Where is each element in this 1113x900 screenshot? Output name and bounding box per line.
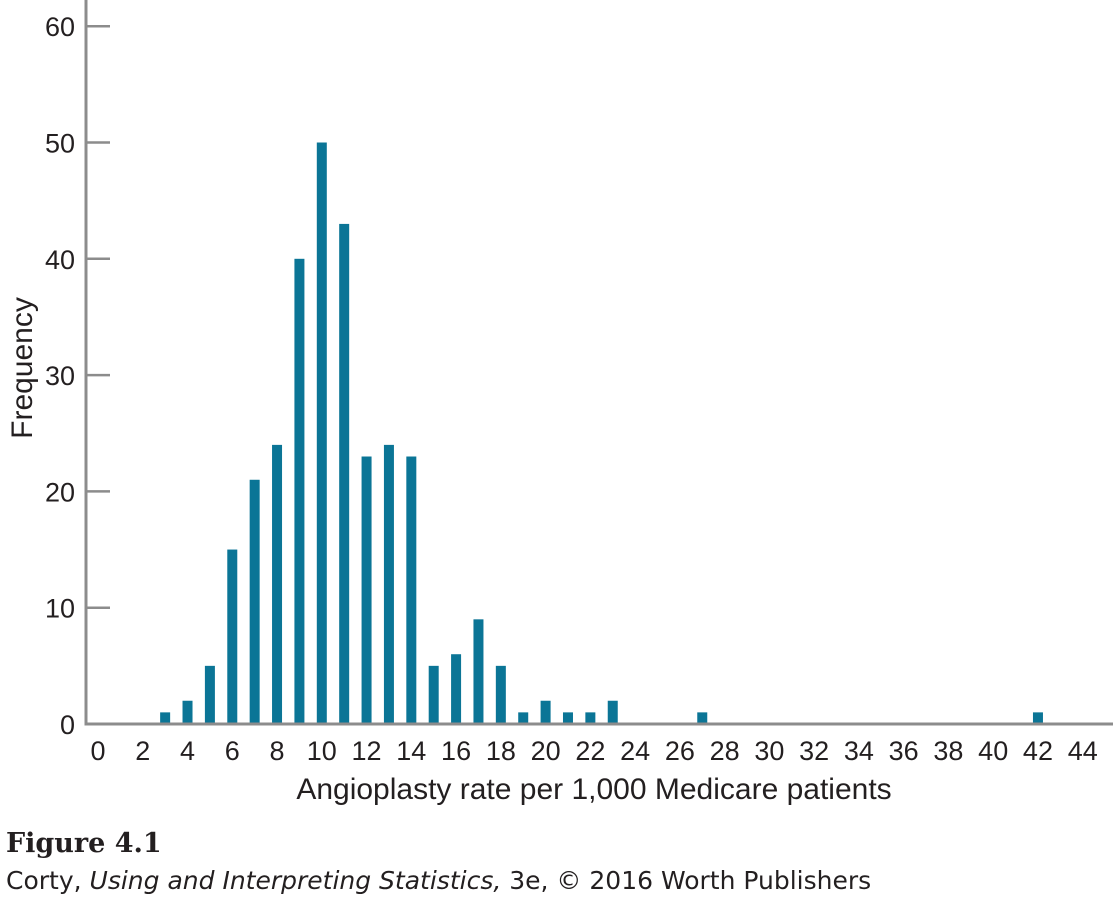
y-axis-ticks: 0 10 20 30 40 50 60 bbox=[45, 12, 110, 740]
bar-x11 bbox=[339, 223, 350, 724]
y-axis-label: Frequency bbox=[6, 297, 39, 439]
x-tick-label-28: 28 bbox=[710, 736, 740, 766]
bar-x22 bbox=[585, 712, 596, 724]
x-tick-label-32: 32 bbox=[799, 736, 829, 766]
x-tick-label-0: 0 bbox=[90, 736, 105, 766]
x-tick-label-30: 30 bbox=[754, 736, 784, 766]
x-tick-label-34: 34 bbox=[844, 736, 874, 766]
bar-x15 bbox=[428, 665, 439, 724]
x-tick-label-22: 22 bbox=[575, 736, 605, 766]
y-tick-label-50: 50 bbox=[45, 129, 75, 159]
bar-x16 bbox=[451, 654, 462, 724]
x-tick-label-24: 24 bbox=[620, 736, 650, 766]
bar-x21 bbox=[562, 712, 573, 724]
bar-x4 bbox=[182, 700, 193, 724]
x-tick-label-36: 36 bbox=[889, 736, 919, 766]
bar-x7 bbox=[249, 479, 260, 724]
y-tick-label-20: 20 bbox=[45, 477, 75, 507]
y-tick-label-30: 30 bbox=[45, 361, 75, 391]
bar-x8 bbox=[272, 444, 283, 724]
figure-credit: Corty, Using and Interpreting Statistics… bbox=[6, 866, 871, 895]
bar-x27 bbox=[697, 712, 708, 724]
figure-label: Figure 4.1 bbox=[6, 828, 162, 859]
y-tick-label-10: 10 bbox=[45, 594, 75, 624]
bar-x42 bbox=[1032, 712, 1043, 724]
bar-x12 bbox=[361, 456, 372, 724]
y-tick-label-40: 40 bbox=[45, 245, 75, 275]
bar-x13 bbox=[383, 444, 394, 724]
x-tick-label-8: 8 bbox=[270, 736, 285, 766]
bar-x20 bbox=[540, 700, 551, 724]
x-tick-label-26: 26 bbox=[665, 736, 695, 766]
x-tick-label-20: 20 bbox=[531, 736, 561, 766]
axes-group bbox=[84, 0, 1113, 726]
bar-x14 bbox=[406, 456, 417, 724]
credit-edition-publisher: 3e, © 2016 Worth Publishers bbox=[509, 866, 872, 895]
x-tick-label-14: 14 bbox=[396, 736, 426, 766]
bar-x19 bbox=[518, 712, 529, 724]
y-tick-label-0: 0 bbox=[60, 710, 75, 740]
bar-x17 bbox=[473, 619, 484, 724]
x-tick-label-42: 42 bbox=[1023, 736, 1053, 766]
x-tick-label-4: 4 bbox=[180, 736, 195, 766]
bar-x3 bbox=[160, 712, 171, 724]
bars-group bbox=[160, 142, 1043, 724]
credit-book-title: Using and Interpreting Statistics, bbox=[89, 866, 502, 895]
bar-x6 bbox=[227, 549, 238, 724]
x-tick-label-38: 38 bbox=[933, 736, 963, 766]
x-tick-label-10: 10 bbox=[307, 736, 337, 766]
x-tick-label-16: 16 bbox=[441, 736, 471, 766]
credit-author: Corty, bbox=[6, 866, 82, 895]
bar-x5 bbox=[204, 665, 215, 724]
x-tick-label-2: 2 bbox=[135, 736, 150, 766]
bar-x9 bbox=[294, 258, 305, 724]
x-axis-ticks: 0 2 4 6 8 10 12 14 16 18 20 22 24 26 28 30 32 34 36 38 40 42 4… bbox=[90, 736, 1097, 766]
x-tick-label-44: 44 bbox=[1068, 736, 1098, 766]
bar-x23 bbox=[607, 700, 618, 724]
x-tick-label-40: 40 bbox=[978, 736, 1008, 766]
x-axis-label: Angioplasty rate per 1,000 Medicare pati… bbox=[296, 773, 891, 806]
bar-x18 bbox=[495, 665, 506, 724]
bar-x10 bbox=[316, 142, 327, 724]
x-tick-label-18: 18 bbox=[486, 736, 516, 766]
x-tick-label-12: 12 bbox=[352, 736, 382, 766]
x-tick-label-6: 6 bbox=[225, 736, 240, 766]
y-tick-label-60: 60 bbox=[45, 12, 75, 42]
